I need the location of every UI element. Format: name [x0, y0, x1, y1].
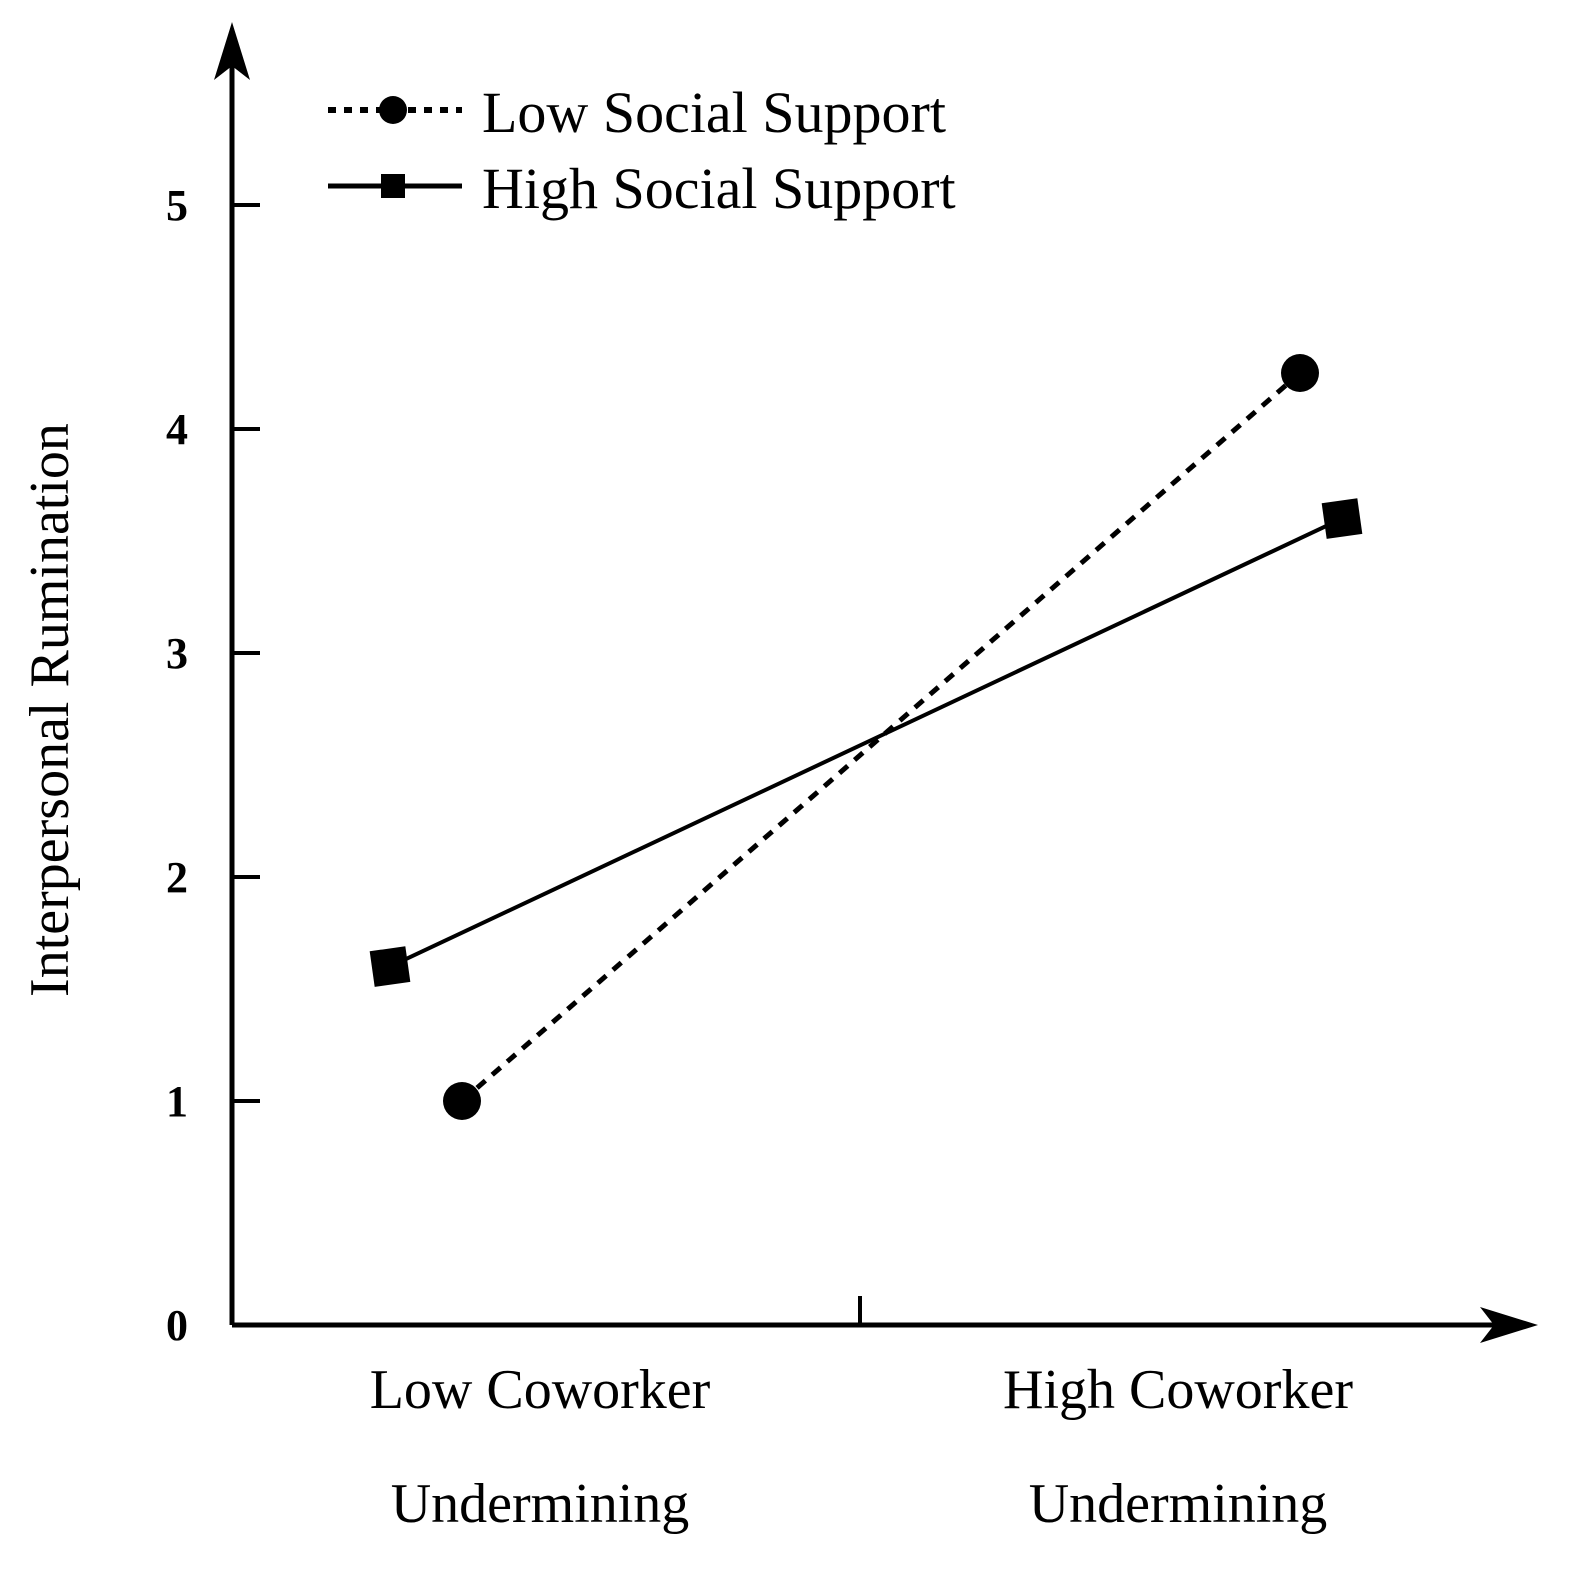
legend-label: Low Social Support — [482, 80, 946, 145]
x-category-label: Undermining — [391, 1473, 690, 1535]
y-tick-label: 4 — [166, 405, 188, 454]
x-category-label: High Coworker — [1003, 1359, 1353, 1421]
legend: Low Social Support High Social Support — [328, 80, 956, 221]
data-point-circle — [1281, 354, 1319, 392]
series-line — [389, 516, 1343, 969]
data-point-square — [1321, 498, 1363, 539]
y-tick-label: 2 — [166, 853, 188, 902]
series-layer — [369, 354, 1363, 1120]
y-ticks: 0 1 2 3 4 5 — [166, 181, 260, 1350]
x-axis-arrow — [1480, 1307, 1538, 1343]
x-categories: Low Coworker Undermining High Coworker Unde… — [370, 1359, 1354, 1535]
y-tick-label: 1 — [166, 1077, 188, 1126]
legend-marker-square — [381, 174, 405, 198]
data-point-square — [369, 946, 411, 987]
y-axis-label: Interpersonal Rumination — [19, 423, 81, 997]
axes — [214, 22, 1538, 1343]
x-category-label: Undermining — [1029, 1473, 1328, 1535]
data-point-circle — [443, 1082, 481, 1120]
x-category-label: Low Coworker — [370, 1359, 711, 1421]
legend-label: High Social Support — [482, 156, 956, 221]
y-tick-label: 0 — [166, 1301, 188, 1350]
legend-marker-circle — [379, 96, 407, 124]
y-tick-label: 3 — [166, 629, 188, 678]
series-line — [460, 371, 1302, 1103]
y-axis-arrow — [214, 22, 250, 80]
y-tick-label: 5 — [166, 181, 188, 230]
